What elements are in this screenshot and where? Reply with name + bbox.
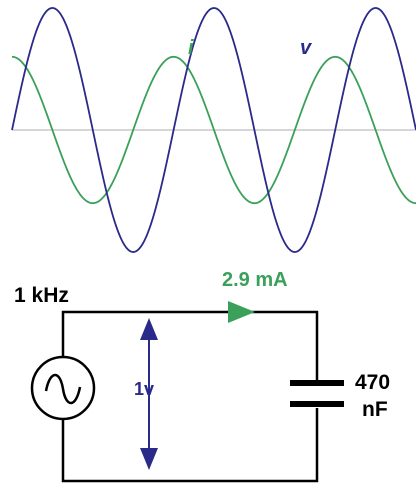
- current-direction-arrow: [228, 301, 255, 323]
- ac-source: [30, 355, 96, 421]
- voltage-value-label: 1v: [134, 379, 154, 399]
- capacitor: [290, 380, 344, 407]
- circuit-wire-loop: [61, 310, 319, 483]
- capacitor-unit-label: nF: [362, 398, 388, 421]
- current-value-label: 2.9 mA: [222, 269, 288, 291]
- waveform-graph: i v: [11, 7, 416, 253]
- circuit: 1 kHz 2.9 mA 1v 470 nF: [14, 269, 390, 483]
- capacitor-value-label: 470: [355, 371, 390, 394]
- capacitor-plate-bottom: [290, 401, 344, 407]
- voltage-waveform: [11, 7, 416, 253]
- capacitor-plate-top: [290, 380, 344, 386]
- source-frequency-label: 1 kHz: [14, 284, 69, 307]
- current-wave-label: i: [188, 37, 194, 59]
- sine-wave-icon: [44, 373, 82, 405]
- voltage-wave-label: v: [300, 37, 313, 59]
- voltage-double-arrow: [140, 318, 158, 470]
